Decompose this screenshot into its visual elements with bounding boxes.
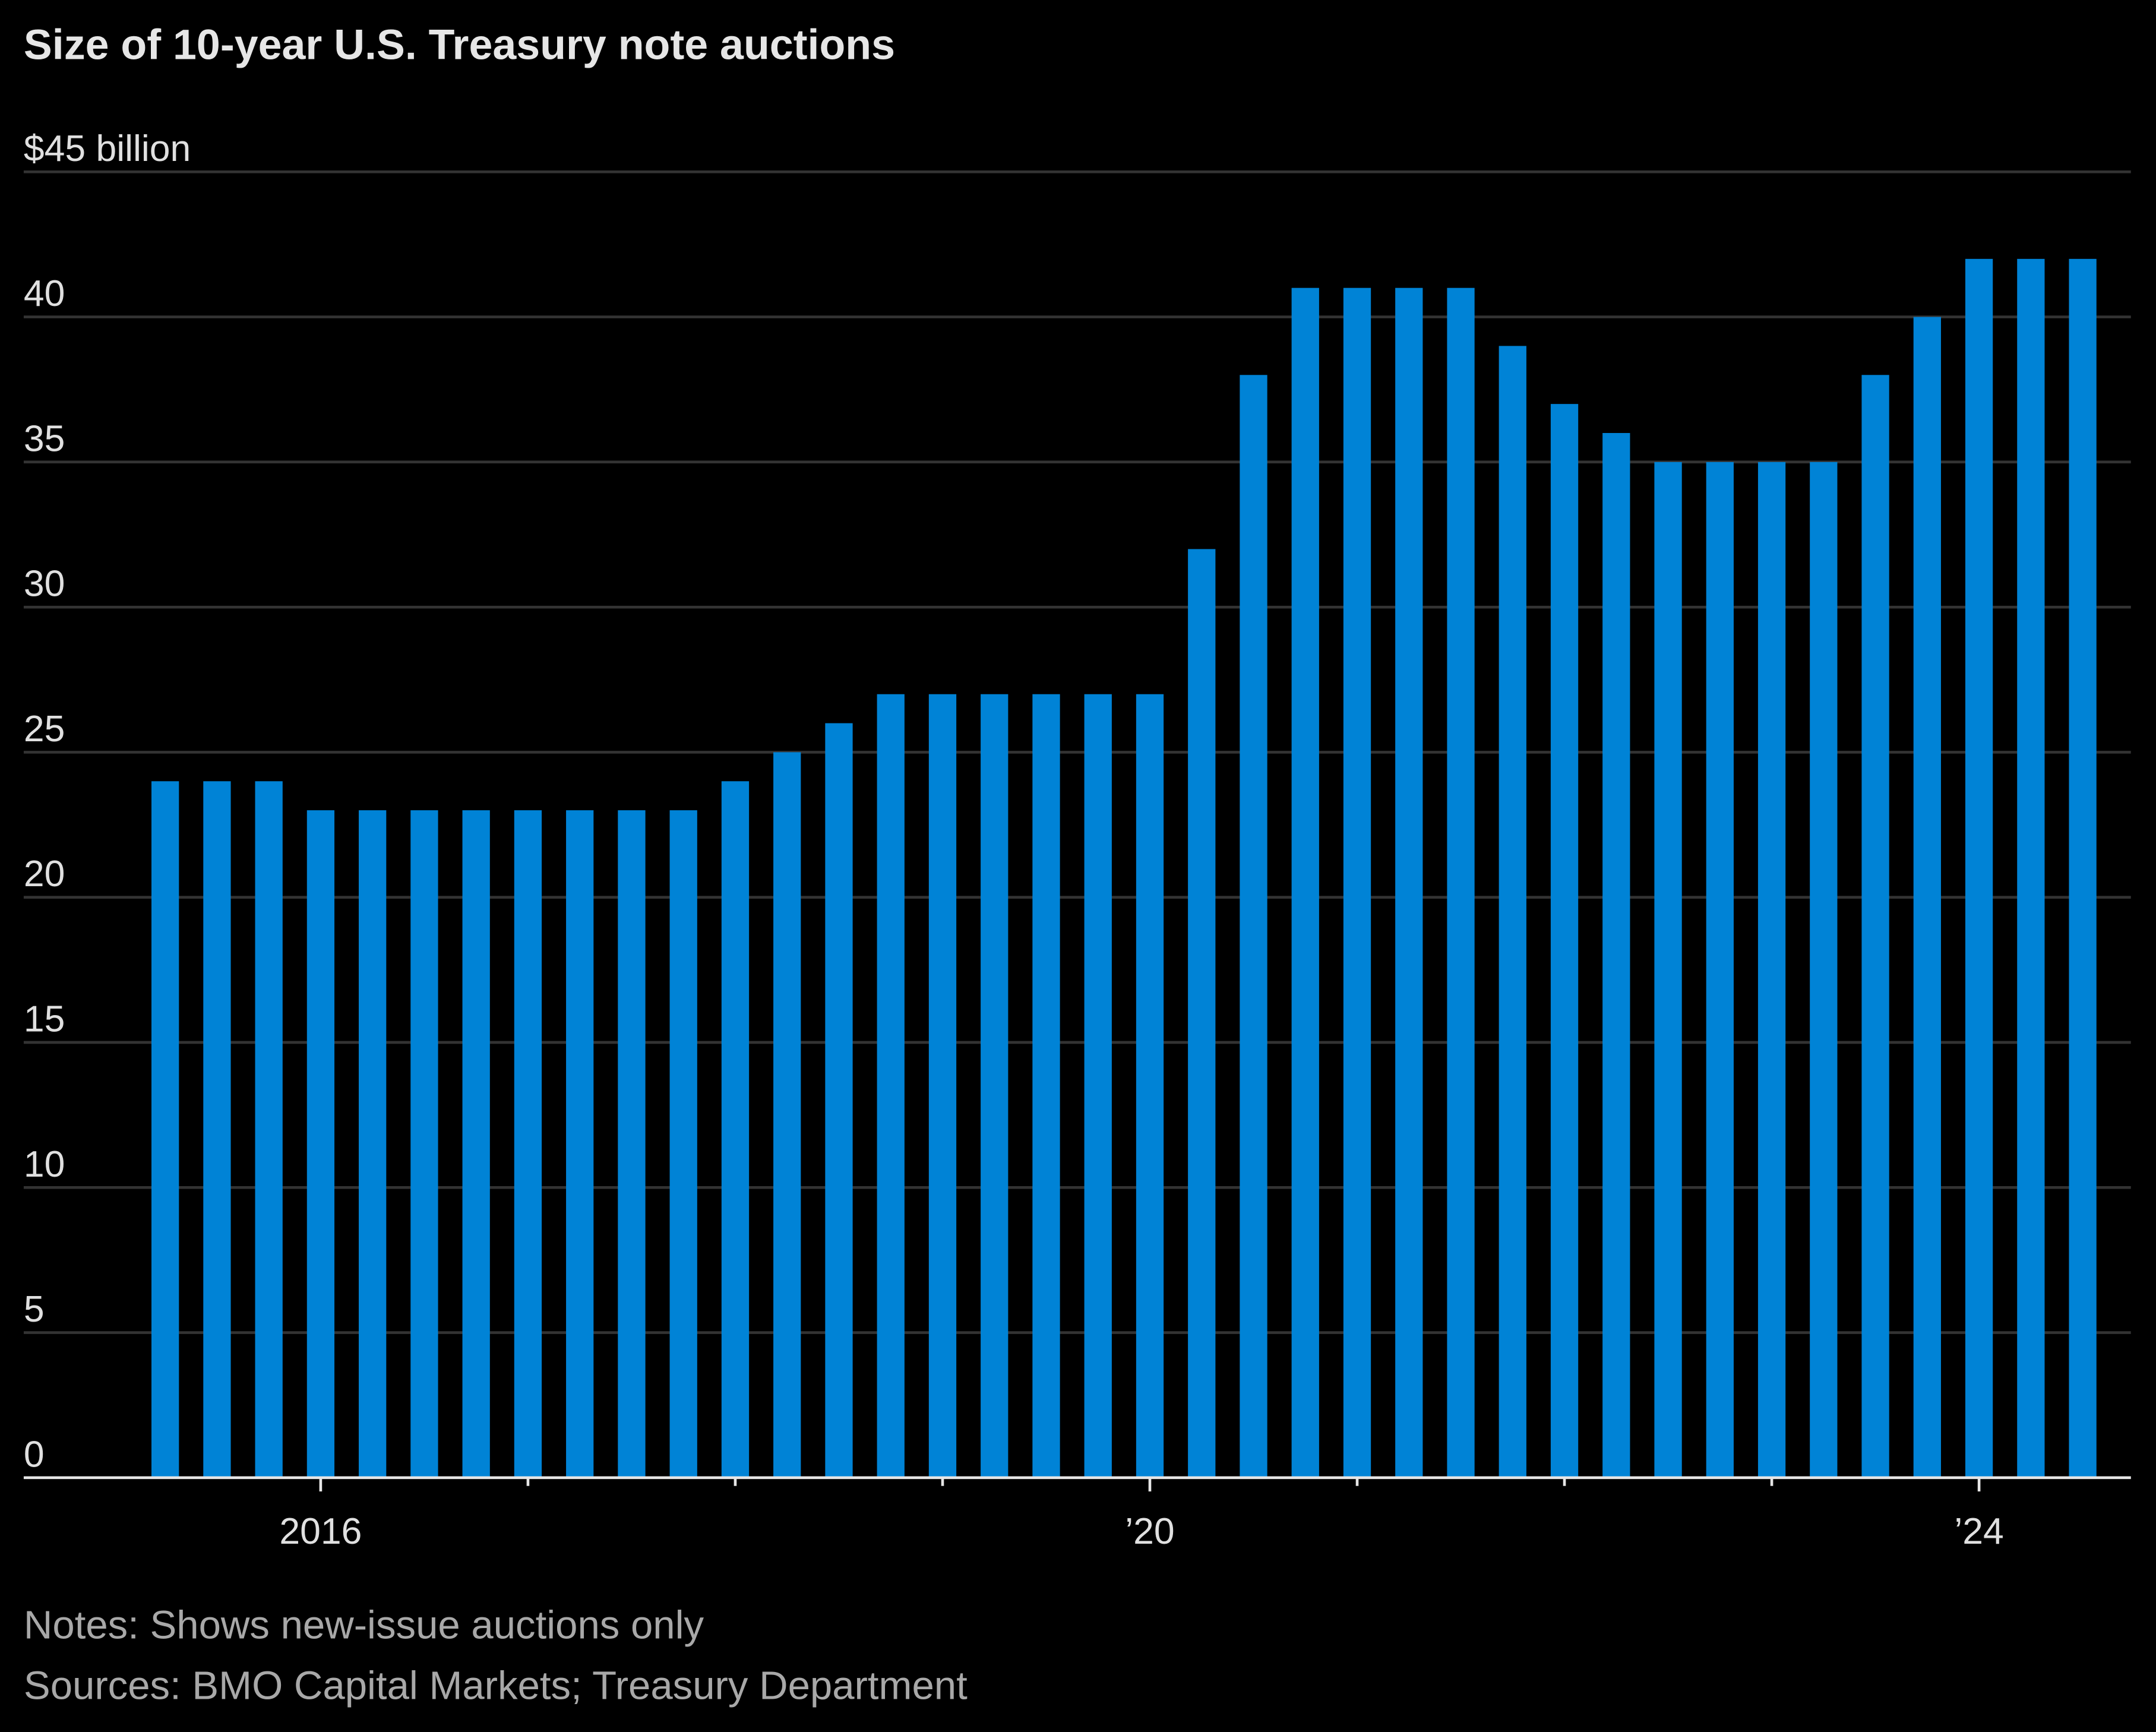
bar (1602, 433, 1630, 1478)
bar (306, 810, 335, 1478)
bar (825, 723, 853, 1478)
bar (1188, 549, 1216, 1478)
chart-title: Size of 10-year U.S. Treasury note aucti… (24, 21, 895, 69)
bar (1861, 375, 1889, 1478)
bar (1550, 404, 1579, 1478)
y-tick-label: $45 billion (24, 128, 191, 169)
bar (877, 694, 905, 1478)
bar (255, 781, 283, 1478)
bar (1136, 694, 1164, 1478)
y-tick-label: 25 (24, 708, 65, 750)
bar (2069, 258, 2097, 1478)
bar (1810, 462, 1838, 1478)
y-tick-label: 15 (24, 998, 65, 1039)
bar (928, 694, 957, 1478)
bar (566, 810, 594, 1478)
bar (1706, 462, 1734, 1478)
y-tick-label: 30 (24, 563, 65, 605)
bar (514, 810, 542, 1478)
bar (1240, 375, 1267, 1478)
y-tick-label: 10 (24, 1143, 65, 1185)
bar (1965, 258, 1993, 1478)
y-tick-label: 5 (24, 1288, 45, 1330)
bar (151, 781, 179, 1478)
x-tick-label: 2016 (279, 1510, 362, 1552)
bar (1913, 317, 1941, 1478)
bar (462, 810, 490, 1478)
bar (721, 781, 750, 1478)
bar (203, 781, 231, 1478)
bar (1343, 287, 1371, 1478)
notes: Notes: Shows new-issue auctions only (24, 1603, 704, 1648)
bar (1032, 694, 1060, 1478)
bar (1757, 462, 1786, 1478)
bar (410, 810, 438, 1478)
bar (1395, 287, 1423, 1478)
x-tick-label: ’24 (1954, 1510, 2003, 1552)
y-tick-label: 0 (24, 1433, 45, 1475)
bar (359, 810, 387, 1478)
bar (981, 694, 1009, 1478)
bar (2017, 258, 2045, 1478)
bar (669, 810, 697, 1478)
bar (1654, 462, 1682, 1478)
y-tick-label: 20 (24, 853, 65, 895)
bar (773, 752, 801, 1478)
bar (1447, 287, 1475, 1478)
bar (618, 810, 646, 1478)
bar (1291, 287, 1319, 1478)
sources: Sources: BMO Capital Markets; Treasury D… (24, 1663, 968, 1708)
x-tick-label: ’20 (1125, 1510, 1174, 1552)
bar (1084, 694, 1112, 1478)
bar (1499, 346, 1526, 1478)
y-tick-label: 40 (24, 273, 65, 314)
y-tick-label: 35 (24, 418, 65, 459)
